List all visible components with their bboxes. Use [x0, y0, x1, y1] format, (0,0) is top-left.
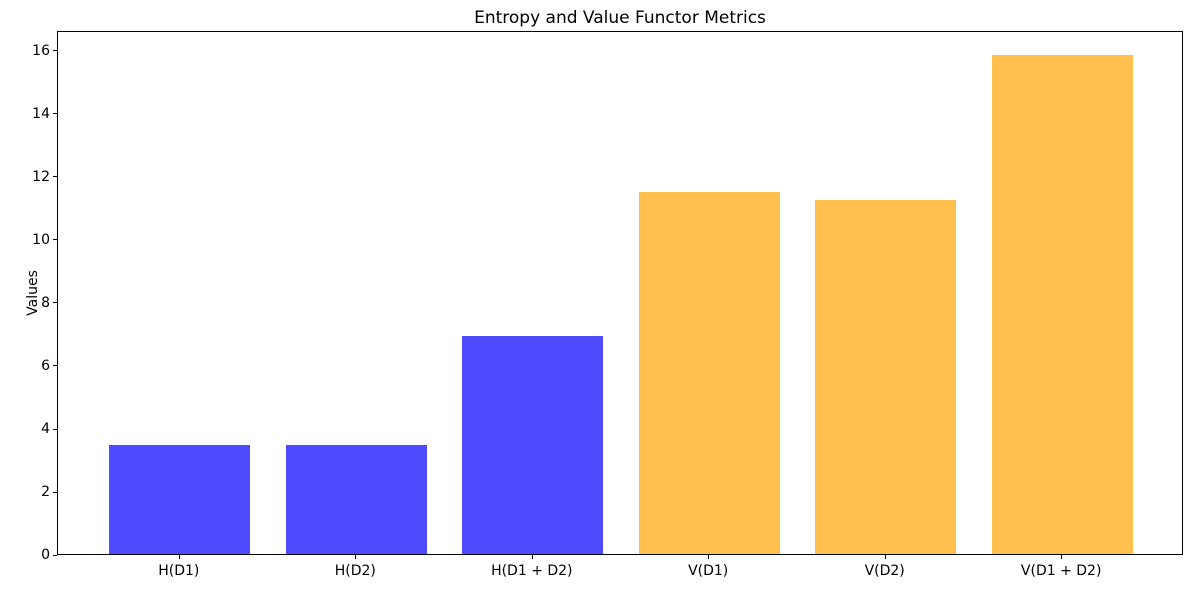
- bar-v-d1: [638, 191, 780, 554]
- y-tick-mark-10: [53, 239, 57, 241]
- y-tick-label-12: 12: [32, 168, 50, 185]
- y-tick-label-2: 2: [41, 484, 50, 500]
- y-tick-label-8: 8: [41, 294, 50, 311]
- x-tick-label-h-d1: H(D1): [158, 563, 200, 579]
- plot-area: [57, 31, 1183, 555]
- y-tick-mark-14: [53, 113, 57, 115]
- x-tick-label-v-d1-d2: V(D1 + D2): [1020, 563, 1102, 579]
- y-tick-mark-12: [53, 176, 57, 178]
- y-tick-label-6: 6: [41, 357, 50, 374]
- bar-v-d1-d2: [991, 54, 1133, 554]
- y-tick-label-10: 10: [32, 231, 50, 248]
- y-tick-mark-6: [53, 365, 57, 367]
- y-tick-mark-8: [53, 302, 57, 304]
- x-tick-label-h-d2: H(D2): [334, 563, 376, 579]
- y-tick-label-0: 0: [41, 547, 50, 563]
- x-tick-mark-h-d1-d2: [531, 555, 533, 559]
- bar-v-d2: [815, 199, 957, 554]
- x-tick-mark-v-d1: [708, 555, 710, 559]
- y-tick-label-14: 14: [32, 105, 50, 122]
- x-tick-label-h-d1-d2: H(D1 + D2): [491, 563, 573, 579]
- x-tick-mark-v-d2: [884, 555, 886, 559]
- y-tick-mark-0: [53, 554, 57, 556]
- bar-h-d1: [109, 445, 251, 554]
- bar-h-d1-d2: [462, 336, 604, 554]
- x-tick-label-v-d2: V(D2): [864, 563, 905, 579]
- y-tick-mark-16: [53, 50, 57, 52]
- bar-h-d2: [285, 445, 427, 554]
- y-tick-label-4: 4: [41, 421, 50, 437]
- y-tick-mark-4: [53, 428, 57, 430]
- x-tick-mark-h-d1: [178, 555, 180, 559]
- x-tick-mark-v-d1-d2: [1061, 555, 1063, 559]
- y-tick-label-16: 16: [32, 42, 50, 59]
- chart-title: Entropy and Value Functor Metrics: [474, 8, 766, 28]
- y-tick-mark-2: [53, 491, 57, 493]
- x-tick-mark-h-d2: [355, 555, 357, 559]
- x-tick-label-v-d1: V(D1): [688, 563, 729, 579]
